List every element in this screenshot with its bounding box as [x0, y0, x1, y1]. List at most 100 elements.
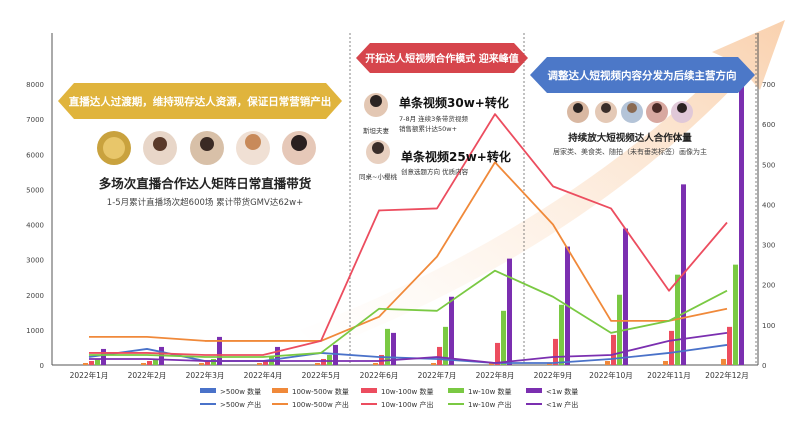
legend-label: 10w-100w 产出: [381, 400, 433, 409]
phase-3-avatars: [567, 101, 693, 123]
x-tick-label: 2022年1月: [70, 370, 109, 380]
bar: [211, 358, 216, 365]
legend-label: <1w 数量: [546, 387, 578, 396]
creator-title: 单条视频25w+转化: [401, 149, 511, 164]
bar: [547, 362, 552, 365]
phase-2-banner: 开拓达人短视频合作模式 迎来峰值: [356, 43, 528, 73]
bar: [83, 362, 88, 365]
bar: [495, 342, 500, 365]
x-tick-label: 2022年10月: [589, 370, 633, 380]
legend: >500w 数量 100w-500w 数量 10w-100w 数量 1w-10w 数量…: [200, 387, 578, 409]
bar: [559, 304, 564, 365]
background-trend-arrow: [300, 20, 785, 350]
legend-label: >500w 数量: [220, 387, 261, 396]
phase-1-headline: 多场次直播合作达人矩阵日常直播带货: [99, 176, 312, 191]
legend-label: 100w-500w 产出: [292, 400, 349, 409]
x-tick-label: 2022年12月: [705, 370, 749, 380]
right-tick-label: 0: [762, 362, 766, 370]
avatar: [153, 137, 167, 151]
left-tick-label: 6000: [26, 151, 44, 159]
x-tick-label: 2022年2月: [128, 370, 167, 380]
legend-label: >500w 产出: [220, 400, 261, 409]
series-line: [89, 113, 728, 356]
series-line: [89, 269, 728, 358]
left-tick-label: 3000: [26, 257, 44, 265]
bar: [205, 360, 210, 365]
bar: [385, 328, 390, 365]
legend-swatch-bar: [200, 388, 216, 393]
right-tick-label: 700: [762, 81, 775, 89]
legend-label: 10w-100w 数量: [381, 387, 433, 396]
series-line: [89, 331, 728, 364]
bar: [507, 258, 512, 365]
avatar: [573, 103, 583, 113]
legend-label: 1w-10w 产出: [468, 400, 512, 409]
bar: [663, 360, 668, 365]
axes-group: 0 1000 2000 3000 4000 5000 6000 7000 8000 0 100 200…: [26, 33, 775, 380]
phase-1-avatars: [97, 131, 316, 165]
creator-line-1: 7-8月 连续3条带货视频: [399, 114, 468, 123]
avatar: [652, 103, 662, 113]
bar: [321, 358, 326, 365]
phase-1-banner: 直播达人过渡期，维持现存达人资源，保证日常营销产出: [58, 83, 342, 119]
x-tick-label: 2022年5月: [302, 370, 341, 380]
bar: [669, 330, 674, 365]
bar: [733, 264, 738, 365]
bar: [141, 362, 146, 365]
bar: [443, 326, 448, 365]
avatar: [601, 103, 611, 113]
bar: [89, 360, 94, 365]
phase-2-label: 开拓达人短视频合作模式 迎来峰值: [365, 52, 518, 65]
bar: [617, 294, 622, 365]
x-tick-label: 2022年4月: [244, 370, 283, 380]
phase-1-label: 直播达人过渡期，维持现存达人资源，保证日常营销产出: [69, 95, 332, 108]
series-line: [88, 344, 728, 364]
x-tick-label: 2022年11月: [647, 370, 691, 380]
bar: [431, 362, 436, 365]
left-tick-label: 0: [40, 362, 44, 370]
right-tick-label: 200: [762, 282, 775, 290]
bar: [739, 67, 744, 365]
bar: [623, 228, 628, 365]
legend-label: <1w 产出: [546, 400, 578, 409]
phase-2-creator-1: 斯坦夫妻 单条视频30w+转化 7-8月 连续3条带货视频 销售额累计达50w+: [363, 93, 509, 135]
creator-title: 单条视频30w+转化: [399, 95, 509, 110]
bar: [553, 338, 558, 365]
bar: [101, 348, 106, 365]
right-tick-label: 100: [762, 322, 775, 330]
bar: [199, 362, 204, 365]
right-tick-label: 300: [762, 242, 775, 250]
bar: [217, 336, 222, 365]
bar: [333, 344, 338, 365]
series-line: [89, 161, 728, 342]
creator-line-1: 创意选题方向 优质内容: [401, 167, 469, 176]
phase-dividers: [349, 33, 757, 365]
lines-group: [88, 113, 728, 364]
bar: [391, 332, 396, 365]
phase-2-arrow: [356, 43, 528, 73]
bar: [315, 362, 320, 365]
phase-3-arrow: [530, 57, 755, 93]
bar: [611, 334, 616, 365]
legend-label: 1w-10w 数量: [468, 387, 512, 396]
legend-swatch-bar: [272, 388, 288, 393]
bar: [449, 296, 454, 365]
bar: [721, 358, 726, 365]
avatar: [677, 103, 687, 113]
left-tick-label: 7000: [26, 116, 44, 124]
x-tick-label: 2022年9月: [534, 370, 573, 380]
bar: [605, 360, 610, 365]
creator-name: 斯坦夫妻: [363, 126, 390, 135]
legend-swatch-bar: [448, 388, 464, 393]
creator-name: 同桌~小樱桃: [359, 172, 397, 181]
bar: [147, 360, 152, 365]
left-tick-label: 5000: [26, 186, 44, 194]
avatar: [372, 142, 384, 154]
legend-swatch-bar: [361, 388, 377, 393]
x-tick-label: 2022年3月: [186, 370, 225, 380]
avatar: [103, 137, 125, 159]
right-tick-label: 500: [762, 161, 775, 169]
avatar: [627, 103, 637, 113]
right-tick-label: 400: [762, 201, 775, 209]
